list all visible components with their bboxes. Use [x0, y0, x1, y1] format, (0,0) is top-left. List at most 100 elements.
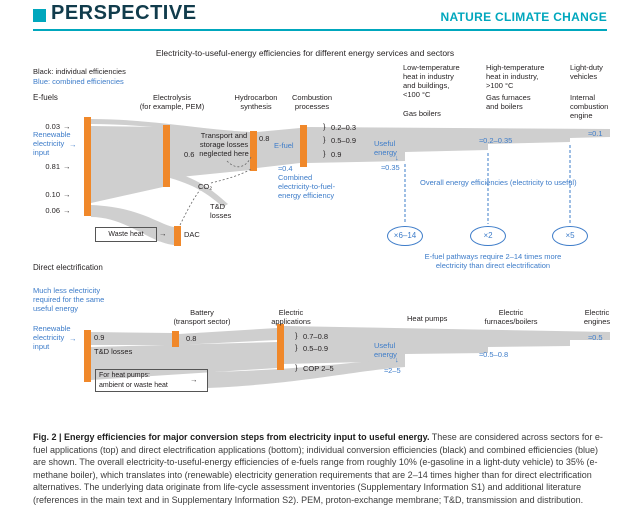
label-combined-fuel-efficiency: ≈0.4 Combined electricity-to-fuel- energ…: [278, 164, 336, 200]
bar-dac: [174, 226, 181, 246]
note-much-less-electricity: Much less electricity required for the s…: [33, 286, 105, 313]
label-useful-energy-bottom: Useful energy: [374, 341, 397, 359]
value-combustion-eff-low: 0.2–0.3: [331, 123, 357, 132]
brace-icon: }: [295, 343, 298, 352]
flow-waste-heat-to-dac: [157, 229, 174, 243]
arrow-down-icon: ↓: [395, 153, 399, 162]
label-internal-combustion-engine: Internal combustion engine: [570, 93, 609, 120]
brace-icon: }: [323, 122, 326, 131]
journal-name: NATURE CLIMATE CHANGE: [440, 10, 607, 24]
bar-electricity-input-bottom: [84, 330, 91, 382]
column-header-light-duty-vehicles: Light-duty vehicles: [570, 63, 603, 81]
label-td-losses-bottom: T&D losses: [94, 347, 133, 356]
value-apps-eff-mid: 0.5–0.9: [303, 344, 329, 353]
note-efuel-multiplier: E-fuel pathways require 2–14 times more …: [424, 252, 562, 270]
value-flow-003: 0.03: [45, 122, 60, 131]
value-useful-boiler: ≈0.35: [381, 163, 400, 172]
flow-electricity-to-electrolysis: [91, 126, 163, 203]
figure-title: Electricity-to-useful-energy efficiencie…: [155, 48, 455, 58]
label-waste-heat: Waste heat: [108, 231, 144, 238]
label-electrolysis: Electrolysis (for example, PEM): [139, 93, 205, 111]
legend-individual: Black: individual efficiencies: [33, 67, 126, 76]
bar-electricity-input-top: [84, 117, 91, 216]
brace-icon: }: [323, 149, 326, 158]
label-dac: DAC: [184, 230, 200, 239]
flow-useful-energy-top: [307, 127, 610, 163]
label-td-losses-top: T&D losses: [210, 202, 232, 220]
note-transport-storage-losses: Transport and storage losses neglected h…: [199, 131, 249, 158]
value-apps-cop: COP 2–5: [303, 364, 334, 373]
label-electric-engines: Electric engines: [583, 308, 611, 326]
label-combustion-processes: Combustion processes: [291, 93, 333, 111]
flow-hydrogen-to-synthesis: [170, 127, 250, 178]
value-useful-heat-pump: ≈2–5: [384, 366, 401, 375]
column-header-high-temp-heat: High-temperature heat in industry, >100 …: [486, 63, 545, 90]
value-useful-electric-furnace: ≈0.5–0.8: [479, 350, 509, 359]
section-label-efuels: E-fuels: [33, 93, 58, 102]
arrow-right-icon: →: [69, 140, 77, 149]
dashed-dac-to-co2: [179, 189, 201, 226]
arrow-right-icon: →: [63, 206, 71, 215]
multiplier-vehicle: ×5: [552, 226, 588, 246]
bar-electric-applications: [277, 324, 284, 370]
value-battery-efficiency: 0.8: [186, 334, 197, 343]
label-hydrocarbon-synthesis: Hydrocarbon synthesis: [234, 93, 278, 111]
label-overall-efficiencies: Overall energy efficiencies (electricity…: [420, 178, 577, 187]
value-flow-006: 0.06: [45, 206, 60, 215]
value-after-td: 0.9: [94, 333, 105, 342]
flow-ambient-heat-to-heat-pump: [207, 358, 405, 388]
journal-logo-square: [33, 9, 46, 22]
multiplier-boiler: ×6–14: [387, 226, 423, 246]
arrow-right-icon: →: [63, 122, 71, 131]
label-electric-applications: Electric applications: [271, 308, 311, 326]
section-label-direct-electrification: Direct electrification: [33, 263, 103, 272]
brace-icon: }: [323, 135, 326, 144]
flow-useful-energy-bottom: [284, 326, 610, 364]
label-heat-pumps: Heat pumps: [407, 314, 448, 323]
value-flow-010: 0.10: [45, 190, 60, 199]
figure-caption-lead: Fig. 2 | Energy efficiencies for major c…: [33, 432, 430, 442]
bar-combustion: [300, 125, 307, 167]
value-useful-ice: ≈0.1: [588, 129, 603, 138]
label-renewable-input-bottom: Renewable electricity input: [33, 324, 71, 351]
value-combustion-eff-high: 0.9: [331, 150, 342, 159]
waste-heat-box: Waste heat: [95, 227, 157, 242]
brace-icon: }: [295, 363, 298, 372]
bar-battery: [172, 331, 179, 347]
arrow-right-icon: →: [69, 334, 77, 343]
header-rule: [33, 29, 607, 31]
arrow-right-icon: →: [63, 162, 71, 171]
value-useful-electric-engine: ≈0.5: [588, 333, 603, 342]
heat-pump-source-box: For heat pumps: ambient or waste heat: [95, 369, 208, 392]
flow-electricity-to-applications: [91, 342, 277, 380]
arrow-down-icon: ↓: [395, 355, 399, 364]
value-flow-081: 0.81: [45, 162, 60, 171]
value-apps-eff-top: 0.7–0.8: [303, 332, 329, 341]
flow-td-losses-top: [170, 171, 228, 207]
arrow-right-icon: →: [63, 190, 71, 199]
flow-electricity-to-battery: [91, 332, 172, 345]
value-combustion-eff-mid: 0.5–0.9: [331, 136, 357, 145]
legend-combined: Blue: combined efficiencies: [33, 77, 124, 86]
figure-caption: Fig. 2 | Energy efficiencies for major c…: [33, 431, 607, 506]
label-gas-furnaces: Gas furnaces and boilers: [486, 93, 531, 111]
article-type-heading: PERSPECTIVE: [51, 2, 197, 24]
bar-electrolysis: [163, 125, 170, 187]
flow-electricity-to-dac: [91, 205, 174, 245]
arrow-right-icon: →: [190, 375, 198, 384]
label-useful-energy-top: Useful energy: [374, 139, 397, 157]
brace-icon: }: [295, 331, 298, 340]
flow-efuel-to-combustion: [257, 128, 300, 168]
label-battery: Battery (transport sector): [173, 308, 231, 326]
label-electric-furnaces: Electric furnaces/boilers: [484, 308, 538, 326]
bar-hydrocarbon-synthesis: [250, 131, 257, 171]
multiplier-furnace: ×2: [470, 226, 506, 246]
arrow-right-icon: →: [159, 229, 167, 238]
figure-caption-body: These are considered across sectors for …: [33, 432, 603, 505]
label-co2: CO₂: [198, 182, 213, 191]
label-heat-pump-source: For heat pumps: ambient or waste heat: [99, 372, 168, 389]
value-electrolysis-out: 0.6: [184, 150, 195, 159]
value-useful-furnace: ≈0.2–0.35: [479, 136, 513, 145]
